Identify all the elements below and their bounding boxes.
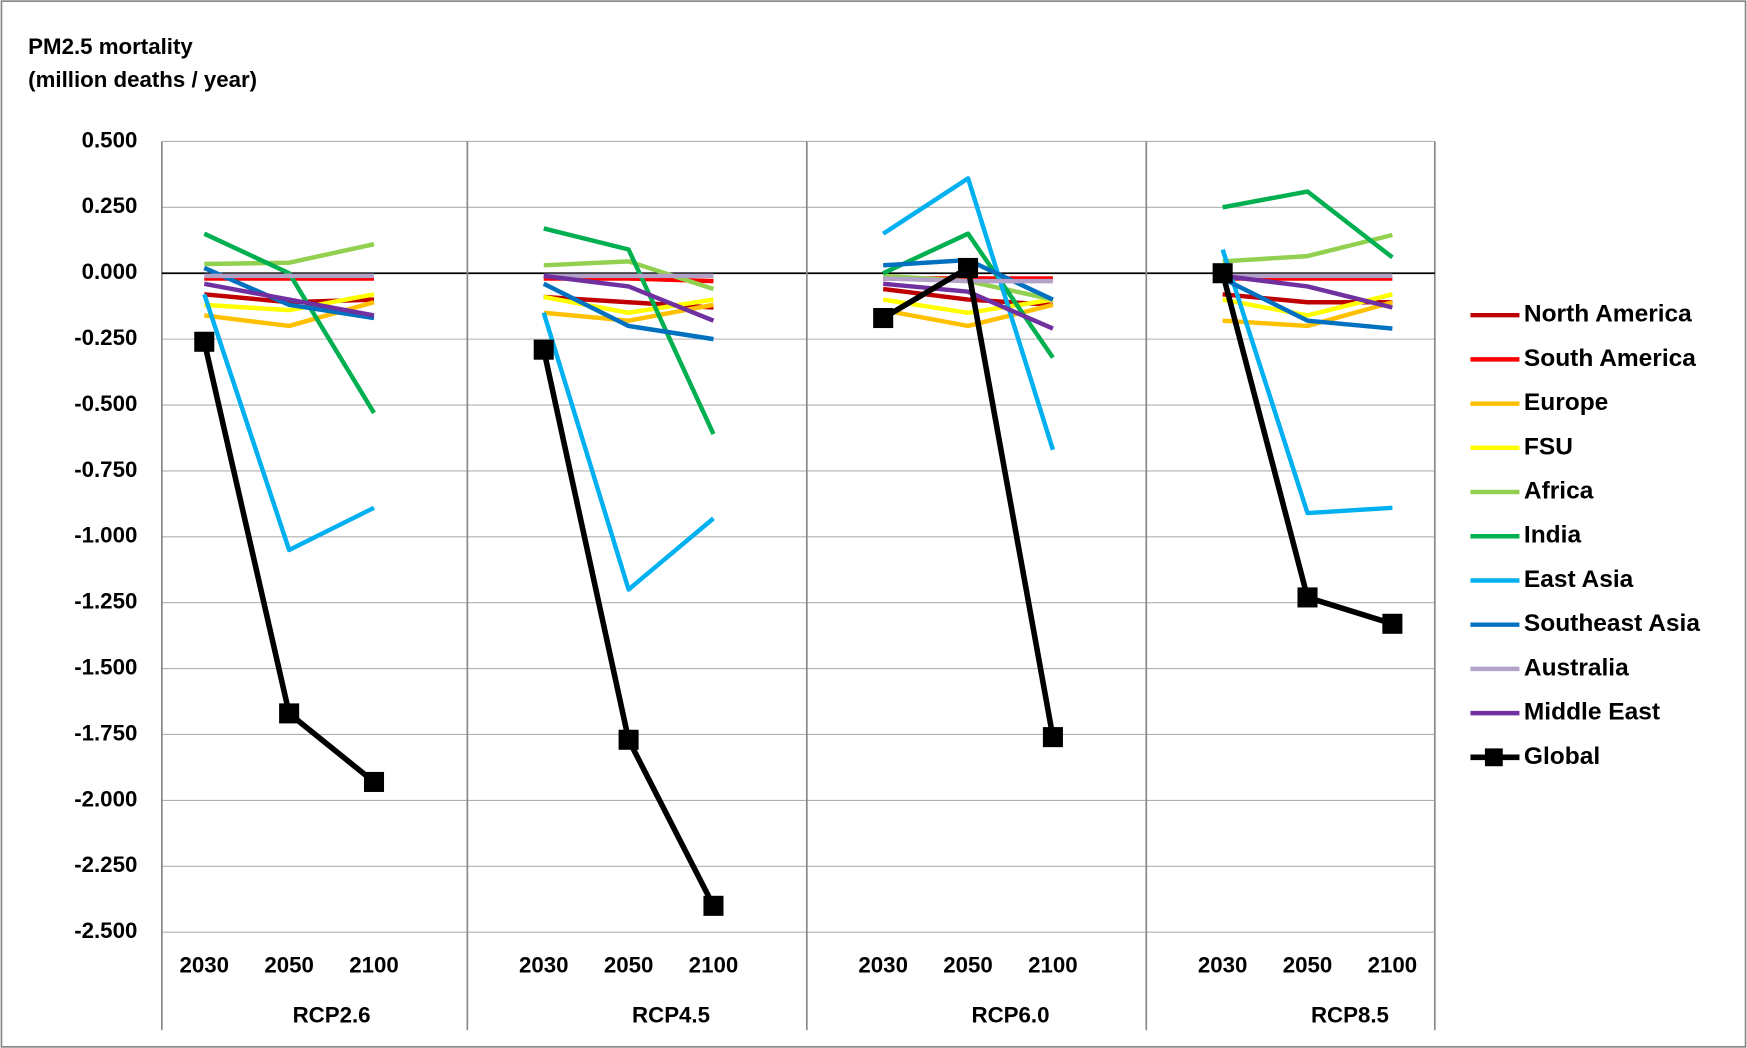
marker <box>1382 613 1403 634</box>
marker <box>194 331 215 352</box>
series-line <box>1221 276 1393 331</box>
x-tick-label: 2030 <box>179 953 229 978</box>
series-line <box>543 273 715 323</box>
legend-marker <box>1484 748 1503 767</box>
marker <box>279 703 300 724</box>
marker <box>363 771 385 792</box>
y-tick-label: -2.500 <box>74 918 137 943</box>
x-tick-label: 2100 <box>349 953 399 978</box>
legend-label: Southeast Asia <box>1524 610 1700 637</box>
marker <box>618 729 639 750</box>
legend-label: FSU <box>1524 433 1573 460</box>
group-label: RCP4.5 <box>632 1003 710 1028</box>
marker <box>703 895 724 916</box>
marker <box>1042 727 1063 748</box>
y-tick-label: -1.750 <box>74 720 137 745</box>
series-line <box>202 293 375 553</box>
legend-label: Africa <box>1524 478 1594 505</box>
y-tick-label: -0.750 <box>74 457 137 482</box>
group-label: RCP2.6 <box>293 1003 371 1028</box>
marker <box>1212 263 1233 284</box>
x-tick-label: 2050 <box>604 953 654 978</box>
y-tick-label: 0.250 <box>82 193 138 218</box>
y-axis-label: PM2.5 mortality <box>28 34 193 59</box>
group-label: RCP8.5 <box>1311 1003 1389 1028</box>
legend-label: India <box>1524 522 1582 549</box>
series-line <box>1220 248 1393 516</box>
x-tick-label: 2050 <box>943 953 993 978</box>
legend-label: Australia <box>1524 654 1629 681</box>
series-line <box>543 259 715 292</box>
series-line <box>542 281 714 342</box>
marker <box>533 339 554 360</box>
series-line <box>1222 300 1393 329</box>
marker <box>958 257 979 278</box>
y-tick-label: 0.000 <box>82 259 138 284</box>
marker <box>873 308 894 329</box>
legend-label: Europe <box>1524 389 1608 416</box>
series-line <box>203 265 375 321</box>
y-tick-label: -1.000 <box>74 523 137 548</box>
y-tick-label: -2.250 <box>74 852 137 877</box>
series-line <box>1222 273 1393 310</box>
legend-label: Global <box>1524 743 1600 770</box>
x-tick-label: 2030 <box>1198 953 1248 978</box>
series-line <box>204 242 375 267</box>
series-line <box>543 226 716 435</box>
legend-label: Middle East <box>1524 699 1660 726</box>
x-tick-label: 2030 <box>858 953 908 978</box>
group-label: RCP6.0 <box>972 1003 1050 1028</box>
x-tick-label: 2050 <box>264 953 314 978</box>
series-line <box>882 281 1054 331</box>
x-tick-label: 2100 <box>689 953 739 978</box>
legend-label: East Asia <box>1524 566 1634 593</box>
y-tick-label: -0.250 <box>74 325 137 350</box>
y-tick-label: 0.500 <box>82 127 138 152</box>
legend-label: North America <box>1524 301 1692 328</box>
series-line <box>881 176 1056 451</box>
series-line <box>543 294 714 315</box>
y-tick-label: -0.500 <box>74 391 137 416</box>
x-tick-label: 2050 <box>1283 953 1333 978</box>
y-tick-label: -1.500 <box>74 654 137 679</box>
marker <box>1297 587 1318 608</box>
x-tick-label: 2100 <box>1028 953 1078 978</box>
legend-label: South America <box>1524 345 1696 372</box>
series-line <box>204 292 375 313</box>
series-line <box>1222 189 1394 260</box>
series-line <box>203 281 375 318</box>
series-line <box>882 302 1054 329</box>
series-line <box>1222 232 1393 264</box>
x-tick-label: 2030 <box>519 953 569 978</box>
y-axis-label: (million deaths / year) <box>28 67 257 92</box>
series-line <box>541 312 715 592</box>
y-tick-label: -2.000 <box>74 786 137 811</box>
x-tick-label: 2100 <box>1368 953 1418 978</box>
y-tick-label: -1.250 <box>74 589 137 614</box>
series-line <box>203 231 376 415</box>
